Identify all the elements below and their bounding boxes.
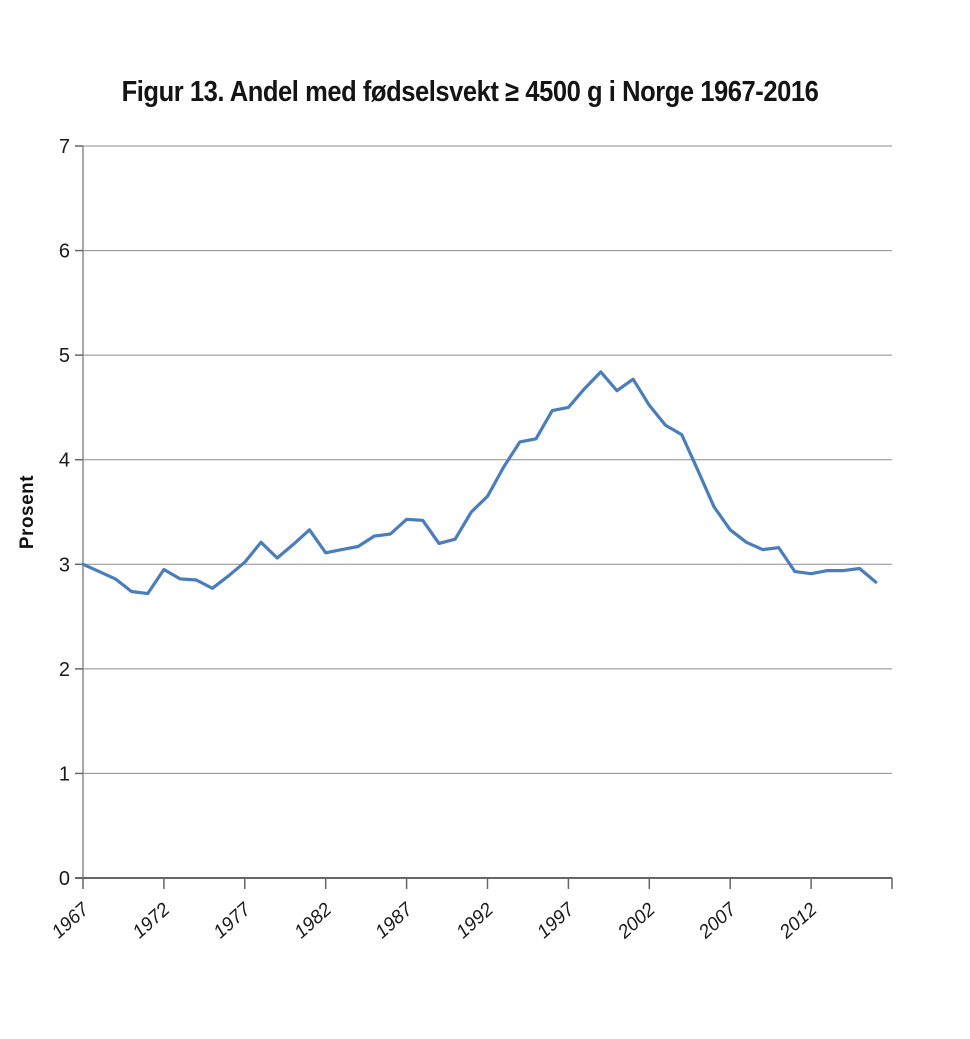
chart-title: Figur 13. Andel med fødselsvekt ≥ 4500 g… — [121, 76, 819, 108]
x-tick-labels: 1967 1972 1977 1982 1987 1992 1997 2002 2007 2012 — [48, 898, 822, 944]
series-line — [81, 370, 878, 596]
gridlines — [83, 145, 892, 774]
y-tick-labels: 0 1 2 3 4 5 6 7 — [59, 136, 70, 890]
y-tick-label: 3 — [59, 554, 70, 576]
x-tick-label: 1972 — [129, 899, 175, 943]
x-tick-label: 1982 — [291, 899, 337, 943]
x-tick-label: 1967 — [48, 898, 95, 943]
x-tick-label: 2002 — [613, 899, 660, 944]
x-tick-label: 1997 — [533, 898, 580, 943]
x-tick-label: 1992 — [452, 899, 498, 943]
y-tick-label: 1 — [59, 763, 70, 785]
y-tick-label: 2 — [59, 659, 70, 681]
x-tick-label: 1987 — [371, 898, 418, 943]
x-tick-label: 2007 — [694, 898, 741, 944]
y-tick-label: 4 — [59, 450, 70, 472]
y-tick-label: 5 — [59, 345, 70, 367]
y-axis-title: Prosent — [17, 475, 38, 549]
x-tick-label: 1977 — [210, 898, 257, 943]
axes — [75, 145, 893, 889]
y-tick-label: 6 — [59, 241, 70, 263]
y-tick-label: 7 — [59, 136, 70, 158]
y-tick-label: 0 — [59, 868, 70, 890]
x-tick-label: 2012 — [775, 899, 822, 944]
